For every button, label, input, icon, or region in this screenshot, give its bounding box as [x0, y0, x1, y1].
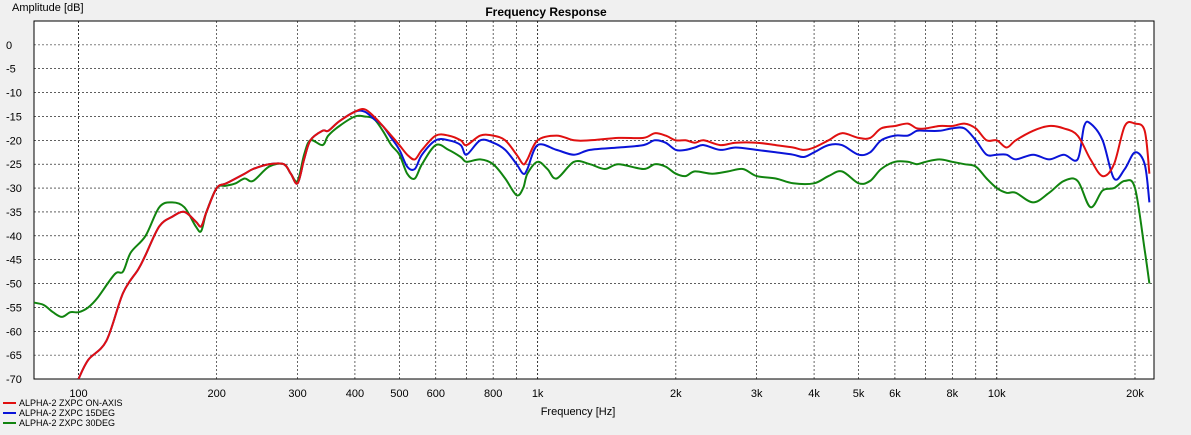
legend-label: ALPHA-2 ZXPC 30DEG — [19, 418, 115, 428]
x-tick-label: 2k — [670, 388, 682, 400]
x-tick-label: 6k — [889, 388, 901, 400]
y-tick-label: -60 — [6, 326, 22, 338]
y-tick-label: -20 — [6, 135, 22, 147]
y-tick-label: -10 — [6, 88, 22, 100]
y-tick-label: -30 — [6, 183, 22, 195]
y-tick-label: -55 — [6, 302, 22, 314]
chart-title: Frequency Response — [485, 5, 607, 19]
x-axis-label: Frequency [Hz] — [541, 406, 616, 418]
x-tick-label: 1k — [532, 388, 544, 400]
y-tick-label: -50 — [6, 279, 22, 291]
plot-area — [33, 20, 1155, 380]
x-tick-label: 5k — [853, 388, 865, 400]
x-tick-label: 800 — [484, 388, 502, 400]
x-tick-label: 8k — [946, 388, 958, 400]
series-layer — [34, 108, 1151, 379]
y-tick-label: -5 — [6, 64, 16, 76]
y-tick-label: -65 — [6, 350, 22, 362]
y-tick-label: -40 — [6, 231, 22, 243]
series-line-3 — [34, 114, 1151, 318]
y-tick-label: -45 — [6, 255, 22, 267]
y-axis-label: Amplitude [dB] — [12, 2, 84, 14]
x-tick-label: 20k — [1126, 388, 1144, 400]
y-tick-label: -70 — [6, 374, 22, 386]
x-tick-label: 500 — [390, 388, 408, 400]
x-tick-label: 600 — [427, 388, 445, 400]
y-tick-label: -25 — [6, 159, 22, 171]
series-line-1 — [77, 108, 1151, 379]
grid-layer — [34, 21, 1154, 380]
x-tick-label: 400 — [346, 388, 364, 400]
x-tick-label: 100 — [69, 388, 87, 400]
x-tick-label: 10k — [988, 388, 1006, 400]
y-tick-label: -15 — [6, 111, 22, 123]
y-tick-label: -35 — [6, 207, 22, 219]
legend-label: ALPHA-2 ZXPC 15DEG — [19, 408, 115, 418]
tick-label-layer: 100 200 300 400 500 600 800 1k 2k 3k 4k 5k 6k 8k 10k 20… — [6, 40, 1144, 400]
x-tick-label: 300 — [288, 388, 306, 400]
legend-label: ALPHA-2 ZXPC ON-AXIS — [19, 398, 123, 408]
x-tick-label: 4k — [808, 388, 820, 400]
x-tick-label: 200 — [208, 388, 226, 400]
x-tick-label: 3k — [751, 388, 763, 400]
y-tick-label: 0 — [6, 40, 12, 52]
